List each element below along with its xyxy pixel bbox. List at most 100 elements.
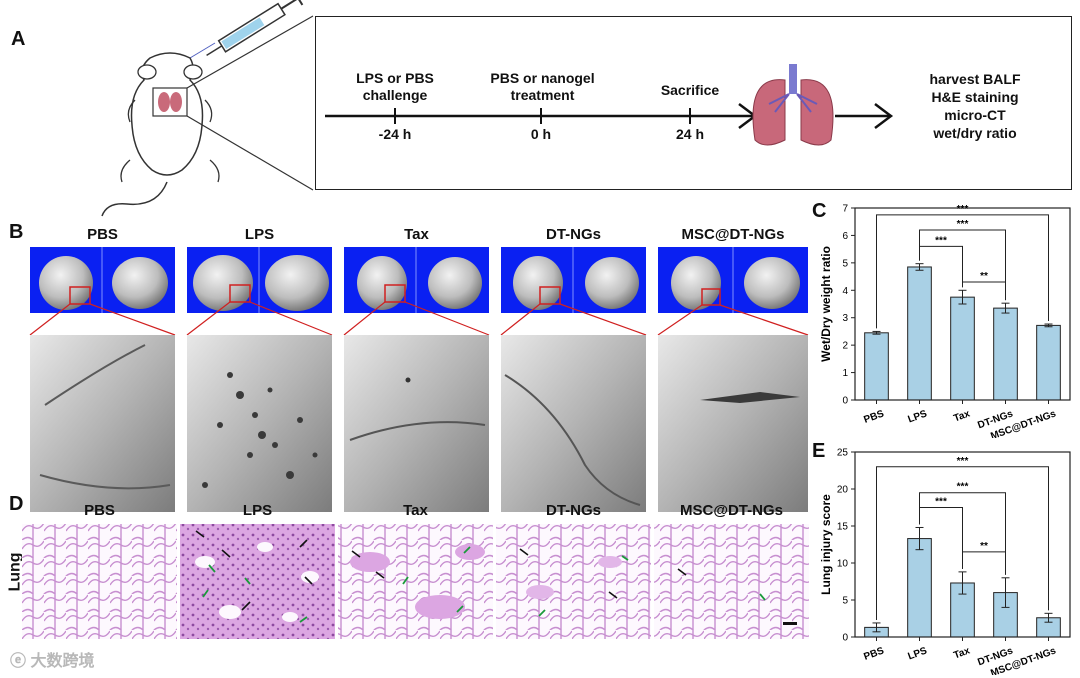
timeline-arrows	[325, 64, 894, 146]
ct-group-label: LPS	[244, 226, 275, 243]
ct-group-label: Tax	[404, 226, 429, 243]
y-tick-label: 6	[842, 231, 848, 242]
ct-group-label: PBS	[87, 226, 118, 243]
histo-group-label: Tax	[403, 502, 428, 519]
panel-label-c: C	[812, 200, 827, 222]
error-bar	[872, 622, 881, 633]
significance-bracket	[919, 229, 1006, 301]
error-bar	[1001, 577, 1010, 608]
significance-label: ***	[935, 235, 947, 246]
significance-label: ***	[935, 497, 947, 508]
error-bar	[915, 263, 924, 271]
bar	[864, 332, 889, 401]
event-time-2: 0 h	[530, 126, 552, 142]
y-tick-label: 4	[842, 286, 848, 297]
panel-label-b: B	[9, 221, 24, 243]
histo-group-label: DT-NGs	[545, 502, 601, 519]
histology-image	[654, 524, 809, 639]
y-tick-label: 2	[842, 341, 848, 352]
y-tick-label: 5	[842, 258, 848, 269]
histology-image	[338, 524, 493, 639]
event-time-1: -24 h	[378, 126, 412, 142]
x-tick-label: Tax	[952, 645, 972, 661]
outcome-item: micro-CT	[944, 107, 1006, 123]
significance-label: ***	[957, 219, 969, 230]
histology-image	[22, 524, 177, 639]
x-tick-label: LPS	[906, 408, 928, 425]
significance-bracket	[962, 551, 1006, 575]
histo-group-label: MSC@DT-NGs	[680, 502, 783, 519]
y-tick-label: 15	[837, 522, 849, 533]
error-bar	[1044, 612, 1053, 623]
histology-image	[496, 524, 651, 639]
arrow-icon	[195, 530, 687, 611]
outcome-item: wet/dry ratio	[933, 125, 1017, 141]
significance-bracket	[876, 214, 1049, 329]
panel-label-d: D	[9, 493, 24, 515]
watermark-text: 大数跨境	[30, 653, 95, 670]
syringe-icon	[206, 0, 304, 57]
panel-label-e: E	[812, 440, 826, 462]
outcome-item: H&E staining	[931, 89, 1019, 105]
error-bar	[958, 571, 967, 595]
y-tick-label: 5	[842, 596, 848, 607]
event-label-3: Sacrifice	[660, 82, 720, 98]
outcome-item: harvest BALF	[929, 71, 1021, 87]
x-tick-label: LPS	[906, 645, 928, 662]
event-label-1: LPS or PBS challenge	[356, 70, 434, 103]
outcome-list: harvest BALF H&E staining micro-CT wet/d…	[890, 70, 1060, 142]
y-tick-label: 3	[842, 313, 848, 324]
significance-label: ***	[957, 482, 969, 493]
bar	[907, 538, 932, 638]
histo-group-label: PBS	[84, 502, 115, 519]
significance-label: ***	[957, 204, 969, 215]
error-bar	[915, 526, 924, 551]
histology-panel	[22, 524, 809, 639]
ct-group-label: MSC@DT-NGs	[681, 226, 785, 243]
y-tick-label: 10	[837, 559, 849, 570]
ct-column	[343, 247, 490, 512]
x-tick-label: Tax	[952, 408, 972, 424]
significance-label: **	[980, 541, 988, 552]
error-bar	[872, 330, 881, 335]
mouse-injection-illustration	[101, 0, 314, 217]
timeline-panel	[315, 16, 1072, 190]
ct-group-label: DT-NGs	[545, 226, 601, 243]
y-tick-label: 7	[842, 204, 848, 215]
error-bar	[1001, 302, 1010, 314]
y-tick-label: 20	[837, 485, 849, 496]
x-tick-label: PBS	[862, 645, 885, 662]
micro-ct-panel	[29, 247, 809, 512]
y-tick-label: 0	[842, 633, 848, 644]
error-bar	[958, 289, 967, 305]
ct-column	[29, 247, 176, 512]
error-bar	[1044, 323, 1053, 328]
bar	[950, 296, 975, 401]
lungs-icon	[752, 64, 834, 146]
watermark-logo-icon: ⓔ	[10, 653, 27, 670]
bar	[1036, 324, 1061, 401]
ct-column	[657, 247, 809, 512]
y-axis-label: Lung injury score	[819, 494, 833, 595]
panel-label-a: A	[11, 28, 26, 50]
bar	[993, 307, 1018, 401]
y-axis-label: Wet/Dry weight ratio	[819, 246, 833, 362]
ct-column	[186, 247, 333, 512]
event-time-3: 24 h	[675, 126, 704, 142]
x-tick-label: PBS	[862, 408, 885, 425]
significance-bracket	[919, 492, 1006, 575]
y-tick-label: 1	[842, 368, 848, 379]
watermark: ⓔ 大数跨境	[10, 647, 94, 671]
event-label-2: PBS or nanogel treatment	[490, 70, 595, 103]
green-arrow-icon	[202, 546, 766, 623]
bar	[907, 266, 932, 401]
significance-label: ***	[957, 456, 969, 467]
significance-bracket	[876, 466, 1049, 620]
scale-bar	[783, 622, 797, 625]
significance-label: **	[980, 271, 988, 282]
y-tick-label: 25	[837, 448, 849, 459]
histo-group-label: LPS	[242, 502, 273, 519]
ct-column	[500, 247, 647, 512]
